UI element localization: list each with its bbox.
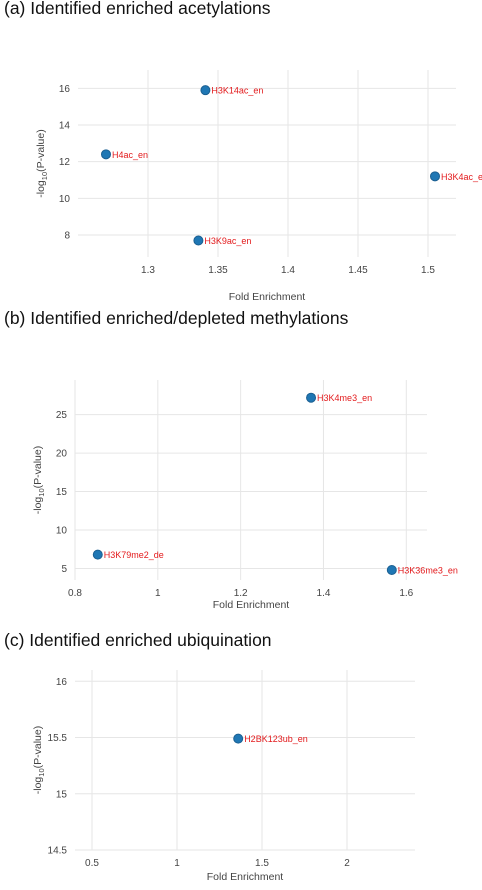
data-point-label: H3K36me3_en <box>398 566 458 576</box>
x-tick-label: 1.6 <box>399 588 413 599</box>
data-point-label: H3K14ac_en <box>211 86 263 96</box>
y-tick-label: 5 <box>61 564 67 575</box>
y-tick-label: 15.5 <box>48 733 68 744</box>
y-tick-label: 20 <box>56 449 68 460</box>
x-axis-title: Fold Enrichment <box>207 871 284 883</box>
y-tick-label: 10 <box>59 194 71 205</box>
x-tick-label: 1.5 <box>421 265 435 276</box>
data-point-label: H3K4ac_en <box>441 172 482 182</box>
x-tick-label: 1.35 <box>208 265 228 276</box>
data-point[interactable] <box>430 171 440 182</box>
y-tick-label: 15 <box>56 487 68 498</box>
x-tick-label: 1.2 <box>234 588 248 599</box>
data-point-label: H3K79me2_de <box>104 550 164 560</box>
panel-a-title: (a) Identified enriched acetylations <box>4 0 271 18</box>
data-point[interactable] <box>101 149 111 160</box>
data-point-label: H2BK123ub_en <box>244 734 308 744</box>
x-tick-label: 0.5 <box>85 858 99 869</box>
data-point-label: H3K9ac_en <box>204 236 251 246</box>
x-tick-label: 0.8 <box>68 588 82 599</box>
data-point[interactable] <box>200 85 211 96</box>
x-tick-label: 1.3 <box>141 265 155 276</box>
y-tick-label: 8 <box>64 231 70 242</box>
data-point-label: H3K4me3_en <box>317 393 372 403</box>
x-tick-label: 2 <box>344 858 350 869</box>
y-tick-label: 12 <box>59 157 71 168</box>
y-tick-label: 15 <box>56 789 68 800</box>
x-tick-label: 1 <box>155 588 161 599</box>
data-point[interactable] <box>306 392 317 403</box>
panel-b-title: (b) Identified enriched/depleted methyla… <box>4 308 349 328</box>
y-tick-label: 16 <box>59 84 71 95</box>
y-axis-title: -log10(P-value) <box>32 446 46 514</box>
acetylation-scatter-chart: 1.3 1.35 1.4 1.45 1.5 8 10 12 14 16 Fold Enrichmen… <box>35 70 482 303</box>
y-axis-title: -log10(P-value) <box>32 726 46 794</box>
y-tick-label: 10 <box>56 526 68 537</box>
ubiquitination-scatter-chart: 0.5 1 1.5 2 14.5 15 15.5 16 Fold Enrichment -log1… <box>32 670 415 883</box>
x-axis-title: Fold Enrichment <box>229 291 306 303</box>
y-tick-label: 14 <box>59 121 71 132</box>
x-axis-title: Fold Enrichment <box>213 599 290 611</box>
data-point[interactable] <box>233 733 244 744</box>
data-point[interactable] <box>193 235 204 246</box>
y-tick-label: 25 <box>56 410 68 421</box>
x-tick-label: 1 <box>174 858 180 869</box>
data-point[interactable] <box>386 565 397 575</box>
x-tick-label: 1.45 <box>348 265 368 276</box>
x-tick-label: 1.4 <box>317 588 331 599</box>
data-point-label: H4ac_en <box>112 150 148 160</box>
x-tick-label: 1.5 <box>255 858 269 869</box>
data-point[interactable] <box>92 549 103 560</box>
panel-c-title: (c) Identified enriched ubiquination <box>4 630 272 650</box>
y-axis-title: -log10(P-value) <box>35 129 49 197</box>
y-tick-label: 16 <box>56 677 68 688</box>
y-tick-label: 14.5 <box>48 846 68 857</box>
x-tick-label: 1.4 <box>281 265 295 276</box>
methylation-scatter-chart: 0.8 1 1.2 1.4 1.6 5 10 15 20 25 Fold Enrichment -lo… <box>32 380 458 611</box>
